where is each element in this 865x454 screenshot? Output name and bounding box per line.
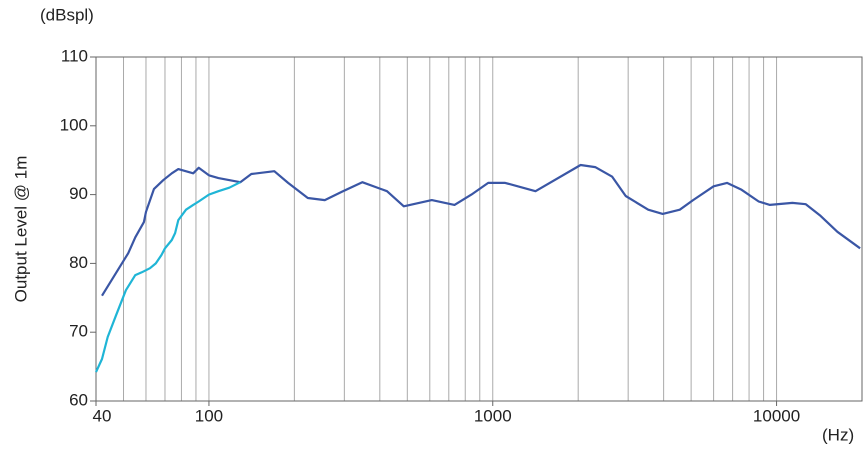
response-line: [101, 163, 861, 297]
y-axis-label: Output Level @ 1m: [11, 156, 30, 303]
y-unit: (dBspl): [40, 5, 94, 24]
y-tick-label: 60: [69, 390, 88, 409]
x-tick-label: 1000: [474, 406, 512, 425]
y-tick-label: 110: [61, 46, 88, 65]
y-tick-label: 80: [69, 253, 88, 272]
y-tick-label: 100: [60, 115, 88, 134]
x-tick-label: 40: [93, 406, 112, 425]
response-line: [94, 181, 241, 373]
x-tick-label: 100: [195, 406, 223, 425]
y-tick-label: 70: [69, 322, 88, 341]
plot-frame: [95, 56, 863, 402]
y-tick-label: 90: [69, 184, 88, 203]
x-unit: (Hz): [822, 425, 854, 444]
x-tick-label: 10000: [753, 406, 800, 425]
